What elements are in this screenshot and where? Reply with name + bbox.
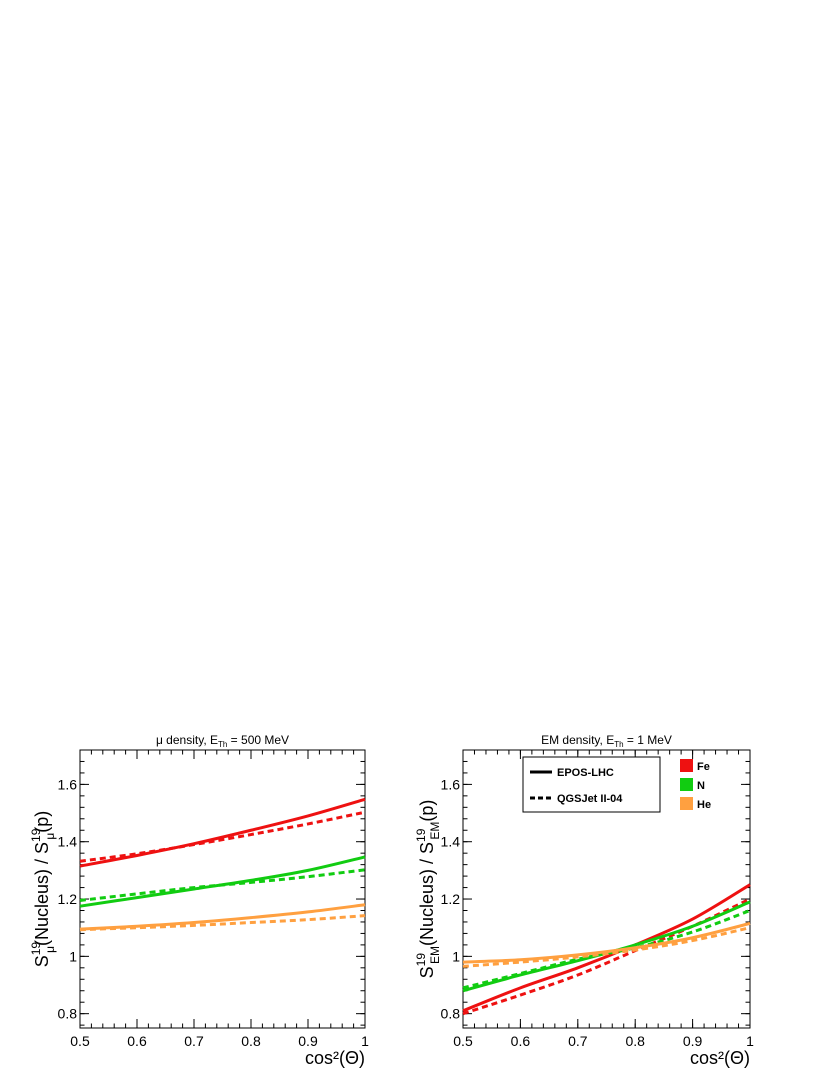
plot-frame: [462, 749, 751, 1029]
legend-swatch-n: [680, 778, 693, 791]
series-line-fe-epos: [462, 883, 751, 1013]
em-density-panel: 0.5 0.6 0.7 0.8 0.9 1 0.8 1 1.2 1.4 1.6 EM density,…: [414, 733, 754, 1068]
x-tick-label: 1: [361, 1033, 369, 1049]
legend-label: EPOS-LHC: [557, 767, 614, 779]
series-line-n-qgsjet: [79, 868, 366, 902]
y-tick-label: 1.6: [58, 776, 78, 792]
y-tick-label: 1: [452, 948, 460, 964]
y-tick-label: 1.4: [441, 834, 461, 850]
x-tick-label: 0.7: [184, 1033, 204, 1049]
x-tick-label: 0.9: [298, 1033, 318, 1049]
muon-density-panel: 0.5 0.6 0.7 0.8 0.9 1 0.8 1 1.2 1.4 1.6 μ density, …: [29, 733, 369, 1068]
series-line-fe-qgsjet: [79, 810, 366, 863]
series-line-n-qgsjet: [462, 909, 751, 990]
legend-nucleus-label: He: [697, 799, 711, 811]
x-axis-label: cos²(Θ): [690, 1048, 750, 1068]
y-tick-label: 0.8: [58, 1006, 78, 1022]
legend-nucleus-label: N: [697, 780, 705, 792]
x-tick-label: 0.5: [453, 1033, 473, 1049]
x-axis-label: cos²(Θ): [305, 1048, 365, 1068]
model-legend: [522, 756, 661, 813]
y-tick-label: 0.8: [441, 1006, 461, 1022]
chart-title: μ density, ETh = 500 MeV: [156, 733, 289, 749]
y-tick-label: 1.2: [441, 891, 461, 907]
y-axis-label: S19μ(Nucleus) / S19μ(p): [29, 811, 57, 968]
x-tick-label: 0.8: [241, 1033, 261, 1049]
plot-frame: [79, 749, 366, 1029]
y-tick-label: 1: [69, 948, 77, 964]
legend-swatch-he: [680, 797, 693, 810]
x-tick-label: 0.7: [568, 1033, 588, 1049]
x-tick-label: 1: [746, 1033, 754, 1049]
series-line-he-qgsjet: [462, 926, 751, 968]
y-tick-label: 1.6: [441, 776, 461, 792]
series-line-he-epos: [462, 921, 751, 964]
series-line-he-qgsjet: [79, 914, 366, 932]
chart-title: EM density, ETh = 1 MeV: [541, 733, 672, 749]
y-tick-label: 1.2: [58, 891, 78, 907]
series-line-fe-epos: [79, 797, 366, 868]
legend-swatch-fe: [680, 759, 693, 772]
legend-label: QGSJet II-04: [557, 793, 623, 805]
x-tick-label: 0.6: [127, 1033, 147, 1049]
x-tick-label: 0.8: [625, 1033, 645, 1049]
legend-nucleus-label: Fe: [697, 761, 710, 773]
x-tick-label: 0.5: [70, 1033, 90, 1049]
y-axis-label: S19EM(Nucleus) / S19EM(p): [414, 800, 442, 979]
x-tick-label: 0.6: [511, 1033, 531, 1049]
series-line-n-epos: [79, 855, 366, 908]
x-tick-label: 0.9: [683, 1033, 703, 1049]
y-tick-label: 1.4: [58, 834, 78, 850]
